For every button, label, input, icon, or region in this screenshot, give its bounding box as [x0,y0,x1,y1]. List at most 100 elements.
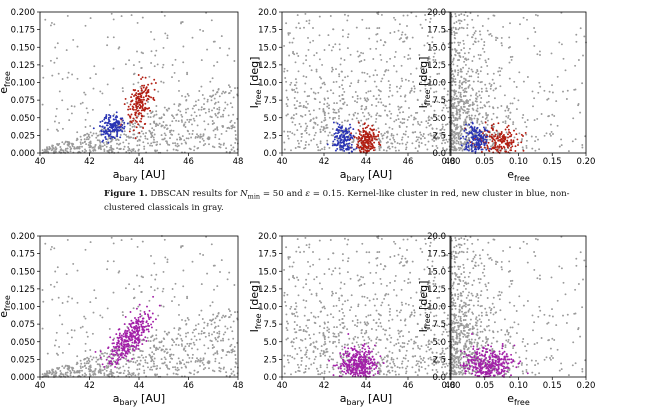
scatter-point-gray [397,29,400,32]
scatter-point-gray [170,133,173,136]
scatter-point-gray [346,299,349,302]
scatter-point-gray [441,351,444,354]
scatter-point-gray [172,372,175,375]
scatter-point-gray [99,314,102,317]
scatter-point-gray [122,141,125,144]
scatter-point-blue [466,131,468,134]
scatter-point-magenta [131,321,134,324]
scatter-point-gray [214,93,217,96]
scatter-point-gray [294,347,297,350]
scatter-point-gray [451,111,454,114]
scatter-point-magenta [121,349,124,352]
scatter-point-magenta [111,363,114,366]
scatter-point-gray [326,90,329,93]
scatter-point-gray [219,367,222,370]
scatter-point-gray [379,146,382,149]
scatter-point-gray [530,135,533,138]
scatter-point-gray [343,129,346,132]
scatter-point-gray [581,82,584,85]
scatter-point-gray [228,86,231,88]
scatter-point-gray [465,59,468,61]
scatter-point-gray [199,252,202,255]
scatter-point-gray [226,327,229,330]
scatter-point-gray [377,367,380,370]
scatter-point-gray [134,374,137,377]
scatter-point-magenta [135,347,137,350]
scatter-point-gray [319,140,322,143]
scatter-point-gray [453,30,456,33]
scatter-point-gray [445,138,448,141]
scatter-point-gray [109,364,112,367]
scatter-point-gray [400,138,403,141]
scatter-point-red [137,123,140,126]
scatter-point-gray [162,138,165,141]
scatter-point-gray [441,127,444,130]
scatter-point-gray [347,257,350,260]
scatter-point-gray [193,149,196,152]
scatter-point-gray [73,371,76,374]
scatter-point-magenta [140,323,143,326]
scatter-point-magenta [112,353,115,356]
scatter-point-gray [472,43,475,46]
scatter-point-gray [75,147,78,150]
scatter-point-gray [219,47,221,49]
scatter-point-gray [43,372,46,375]
scatter-point-red [147,98,150,101]
scatter-point-magenta [118,328,121,331]
x-tick-label: 44 [134,381,145,391]
scatter-point-red [503,140,506,143]
scatter-point-gray [179,334,182,337]
scatter-point-gray [111,371,114,374]
scatter-point-gray [304,12,307,15]
scatter-point-gray [394,50,397,53]
scatter-point-gray [296,129,299,132]
scatter-point-gray [399,121,402,124]
scatter-point-red [498,143,501,146]
scatter-point-gray [421,327,424,330]
scatter-point-gray [310,363,313,366]
scatter-point-gray [459,41,462,44]
scatter-point-gray [547,115,550,118]
scatter-point-gray [515,86,518,88]
scatter-point-gray [67,144,70,147]
scatter-point-blue [345,148,348,151]
scatter-point-blue [343,140,346,143]
scatter-point-gray [460,13,463,16]
scatter-point-gray [447,110,450,113]
scatter-point-gray [138,138,141,141]
scatter-point-gray [470,121,472,124]
scatter-point-gray [290,116,293,119]
scatter-point-gray [165,124,168,127]
scatter-point-blue [116,132,119,135]
scatter-point-gray [288,41,291,44]
scatter-point-blue [344,139,347,142]
scatter-point-gray [98,364,101,367]
scatter-point-gray [483,44,486,47]
scatter-point-gray [218,366,221,369]
scatter-point-gray [297,366,300,369]
scatter-point-blue [105,117,108,120]
scatter-point-gray [284,301,287,303]
scatter-point-gray [323,372,326,375]
scatter-point-gray [55,147,58,150]
scatter-point-gray [350,70,353,73]
scatter-point-gray [158,341,161,344]
scatter-point-gray [53,344,56,347]
scatter-point-red [147,83,150,86]
scatter-point-blue [483,133,486,136]
scatter-point-gray [222,337,224,340]
scatter-point-gray [351,320,354,322]
scatter-point-gray [194,136,197,139]
scatter-point-blue [114,123,117,126]
scatter-point-gray [428,56,430,58]
x-tick-label: 44 [134,157,145,167]
scatter-point-gray [413,87,416,90]
scatter-point-gray [367,90,370,93]
scatter-point-gray [536,14,539,17]
scatter-point-gray [210,323,213,326]
scatter-point-gray [402,335,405,338]
scatter-point-gray [384,105,387,108]
scatter-point-gray [100,148,102,151]
scatter-point-blue [339,140,342,142]
scatter-point-gray [418,123,421,126]
